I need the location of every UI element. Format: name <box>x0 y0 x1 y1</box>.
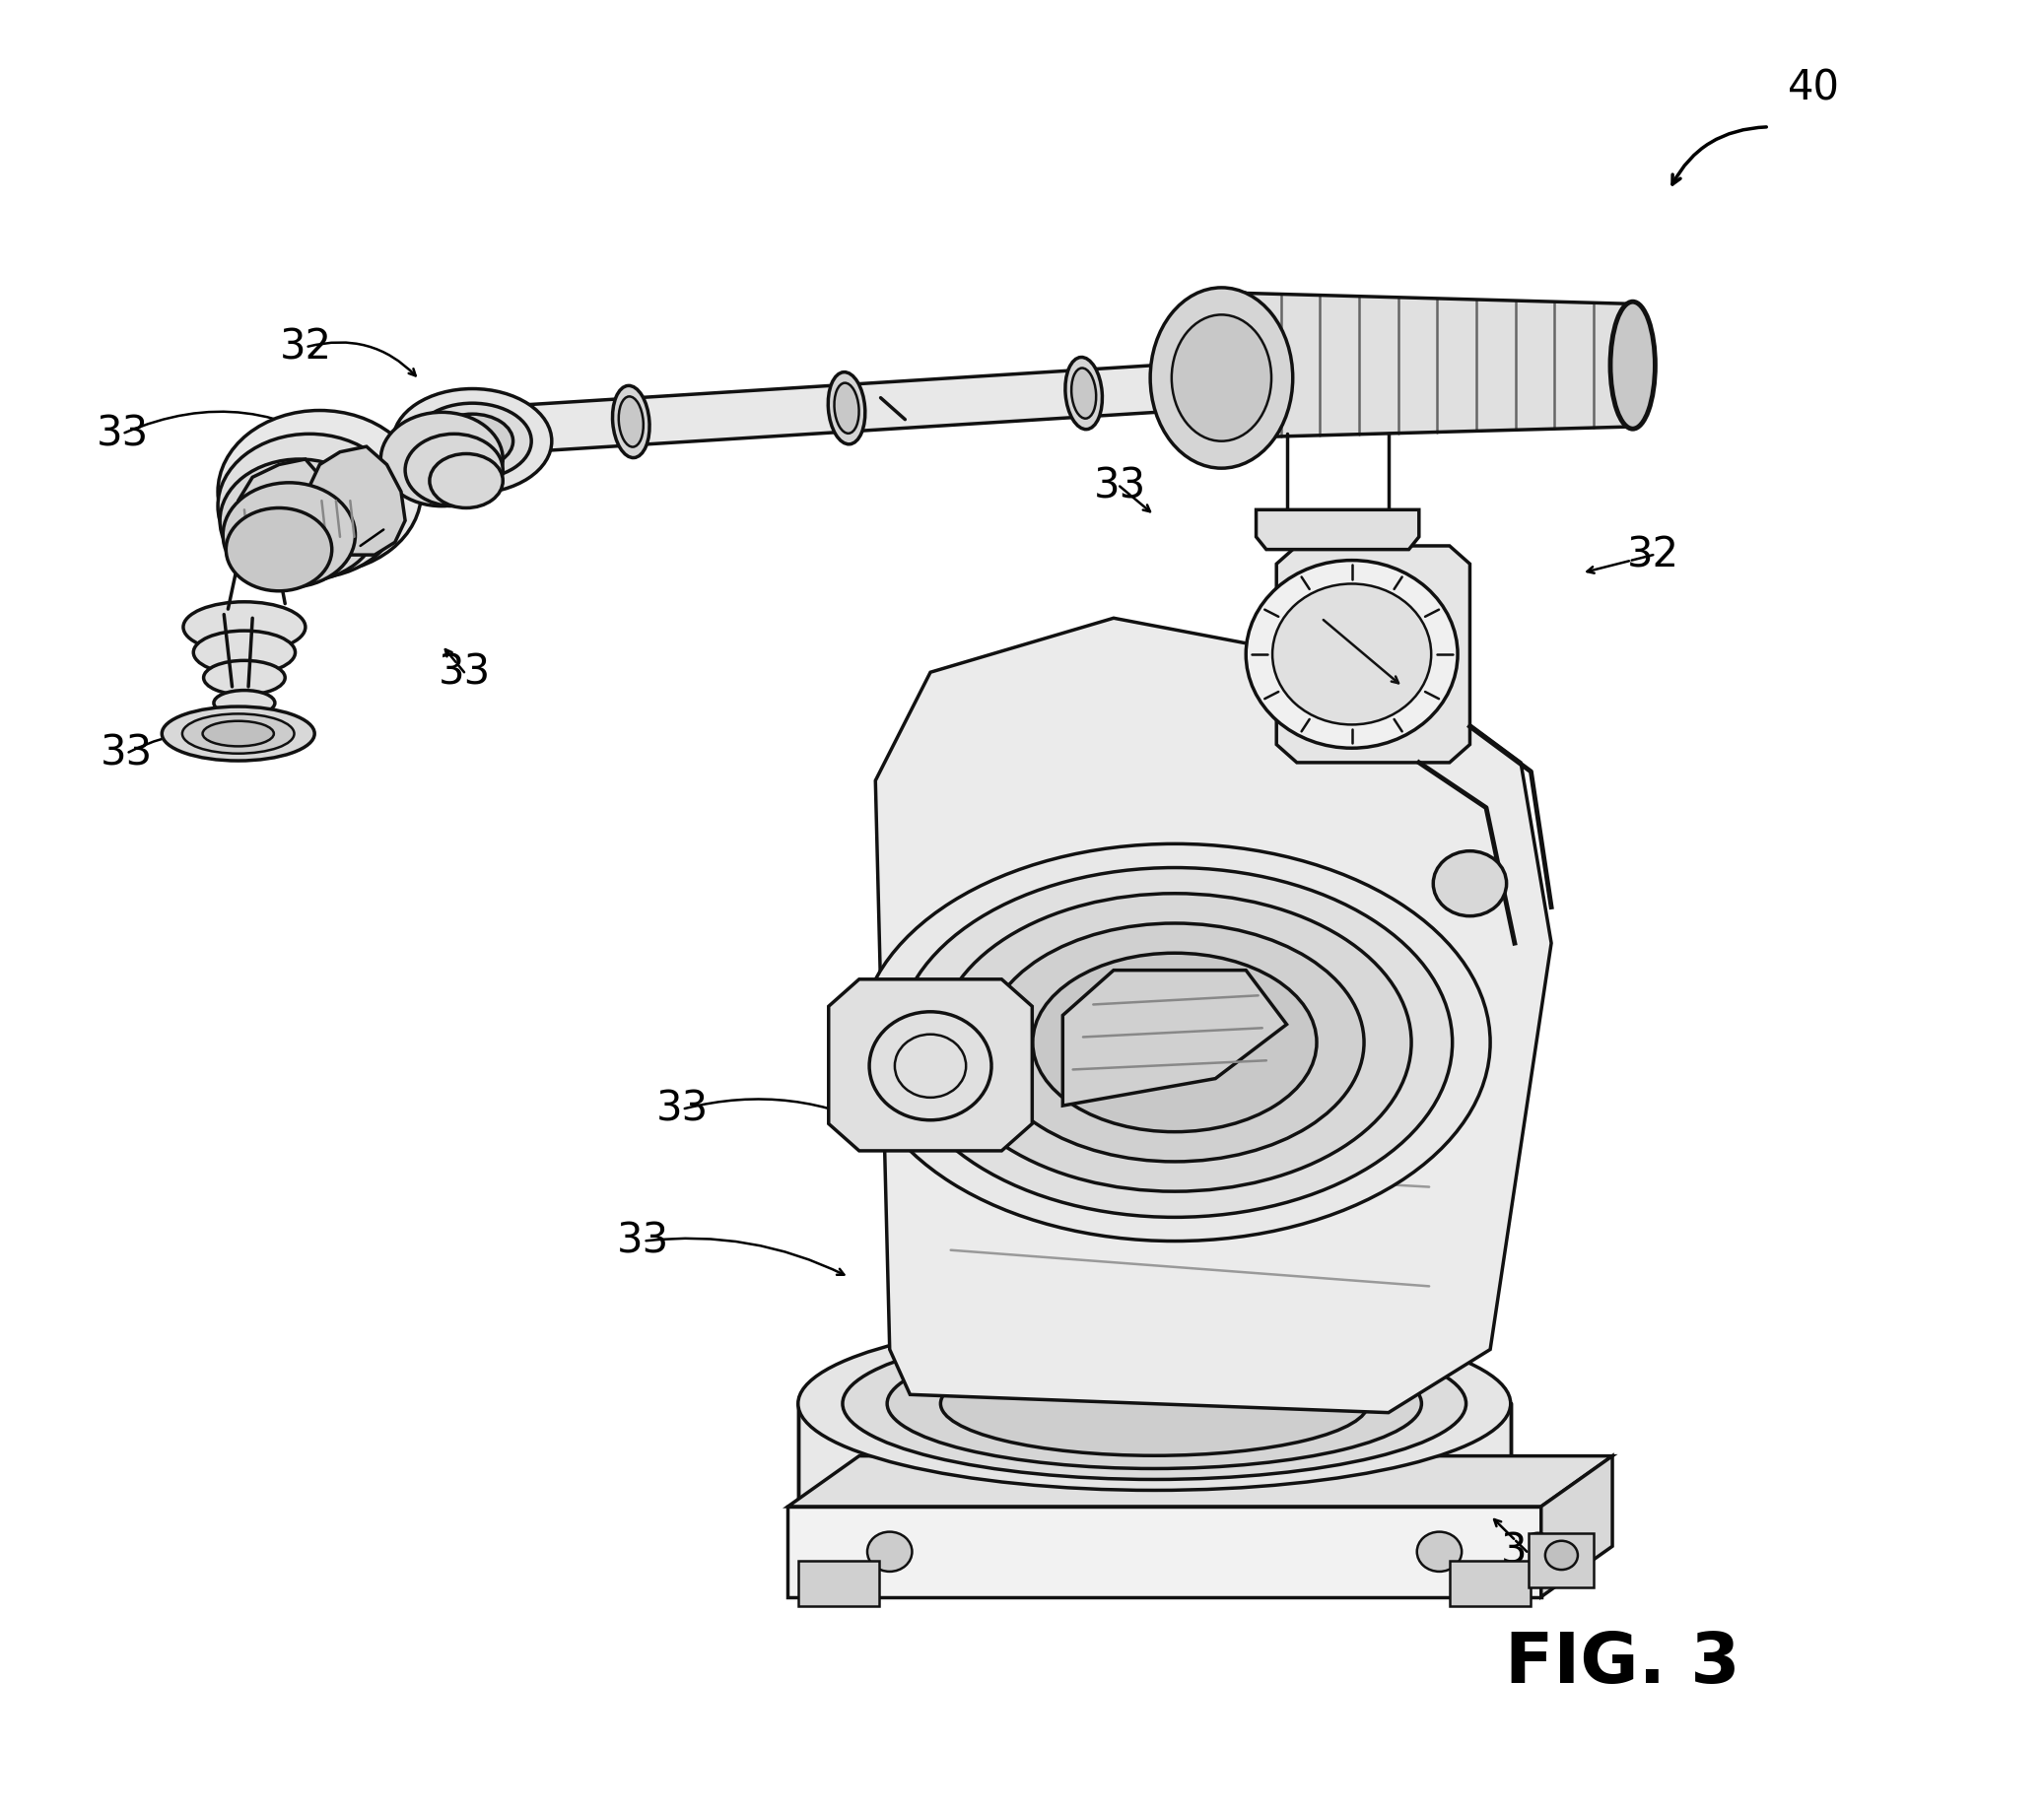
Text: 32: 32 <box>1312 314 1363 356</box>
Polygon shape <box>1541 1457 1613 1596</box>
Ellipse shape <box>219 434 401 579</box>
Polygon shape <box>521 359 1243 452</box>
Circle shape <box>1247 561 1457 747</box>
Ellipse shape <box>613 386 650 457</box>
Ellipse shape <box>858 844 1490 1241</box>
Polygon shape <box>797 1404 1511 1504</box>
Ellipse shape <box>834 383 858 434</box>
Ellipse shape <box>619 397 644 446</box>
Ellipse shape <box>405 434 503 506</box>
Ellipse shape <box>413 403 531 479</box>
Text: 32: 32 <box>1627 533 1680 575</box>
Text: 33: 33 <box>96 414 149 455</box>
Circle shape <box>1545 1540 1578 1569</box>
Polygon shape <box>797 1560 879 1605</box>
Ellipse shape <box>797 1317 1511 1491</box>
Ellipse shape <box>1151 288 1292 468</box>
Ellipse shape <box>184 602 305 653</box>
Ellipse shape <box>1611 301 1656 428</box>
Text: 33: 33 <box>1094 466 1147 506</box>
Polygon shape <box>1243 294 1633 437</box>
Ellipse shape <box>887 1339 1421 1469</box>
Text: 33: 33 <box>333 524 386 566</box>
Polygon shape <box>239 459 339 579</box>
Polygon shape <box>309 446 405 555</box>
Text: 33: 33 <box>100 733 153 775</box>
Ellipse shape <box>204 660 284 695</box>
Text: FIG. 3: FIG. 3 <box>1504 1631 1739 1698</box>
Text: 33: 33 <box>437 651 491 693</box>
Ellipse shape <box>897 867 1453 1217</box>
Ellipse shape <box>828 372 865 444</box>
Ellipse shape <box>223 483 356 588</box>
Polygon shape <box>1063 970 1286 1107</box>
Text: 40: 40 <box>1786 67 1840 109</box>
Ellipse shape <box>938 894 1410 1192</box>
Ellipse shape <box>182 713 294 753</box>
Ellipse shape <box>1032 952 1316 1132</box>
Ellipse shape <box>219 410 421 573</box>
Polygon shape <box>875 619 1551 1413</box>
Text: 33: 33 <box>617 1221 670 1263</box>
Ellipse shape <box>392 388 552 493</box>
Ellipse shape <box>1171 314 1271 441</box>
Ellipse shape <box>1216 294 1267 437</box>
Ellipse shape <box>431 414 513 468</box>
Circle shape <box>867 1531 912 1571</box>
Circle shape <box>1433 851 1506 916</box>
Circle shape <box>1273 584 1431 724</box>
Circle shape <box>1416 1531 1461 1571</box>
Ellipse shape <box>202 720 274 746</box>
Polygon shape <box>1275 546 1470 762</box>
Polygon shape <box>1449 1560 1531 1605</box>
Ellipse shape <box>380 412 503 506</box>
Ellipse shape <box>221 459 378 582</box>
Ellipse shape <box>842 1328 1466 1480</box>
Polygon shape <box>828 980 1032 1150</box>
Ellipse shape <box>429 454 503 508</box>
Ellipse shape <box>985 923 1363 1161</box>
Ellipse shape <box>940 1351 1367 1455</box>
Ellipse shape <box>1071 368 1096 419</box>
Ellipse shape <box>161 707 315 760</box>
Ellipse shape <box>1065 357 1102 430</box>
Text: 33: 33 <box>656 1088 709 1130</box>
Polygon shape <box>1529 1533 1594 1587</box>
Text: 32: 32 <box>1500 1531 1553 1573</box>
Polygon shape <box>787 1457 1613 1506</box>
Polygon shape <box>1257 510 1419 550</box>
Ellipse shape <box>227 508 331 591</box>
Ellipse shape <box>194 631 294 675</box>
Ellipse shape <box>215 691 274 715</box>
Polygon shape <box>787 1506 1541 1596</box>
Text: 32: 32 <box>280 327 331 368</box>
